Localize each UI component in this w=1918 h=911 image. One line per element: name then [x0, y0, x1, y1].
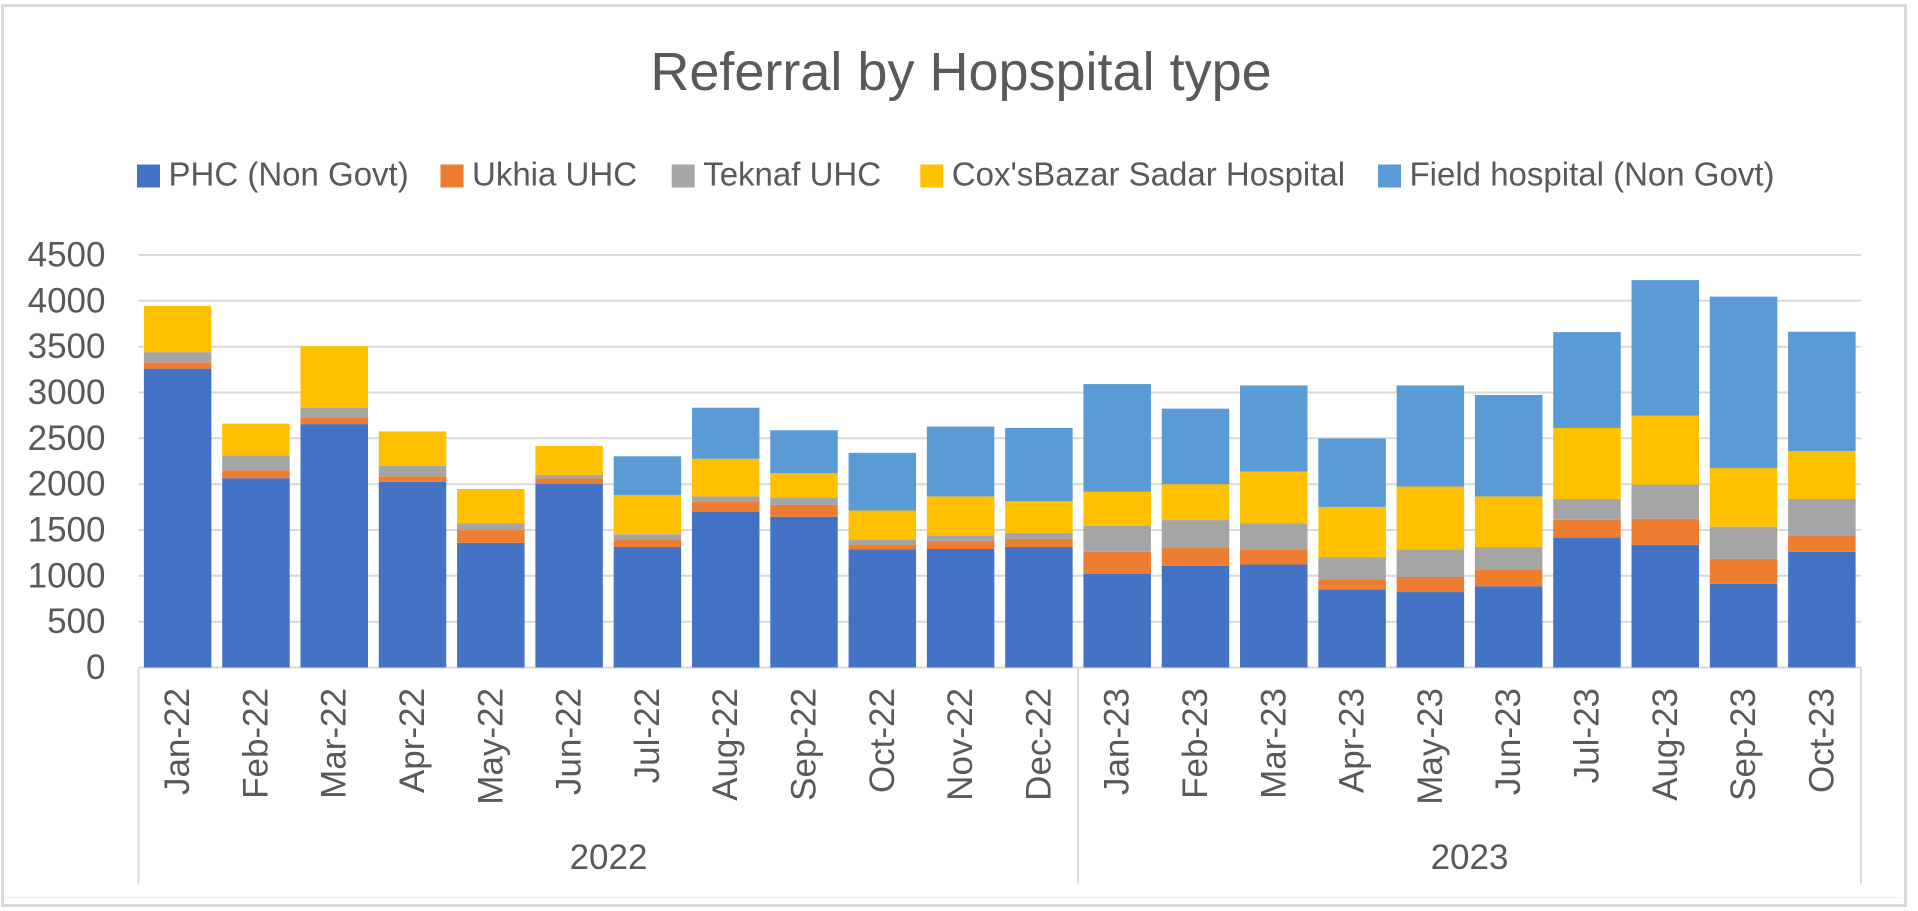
svg-text:0: 0 — [86, 648, 105, 687]
svg-text:Nov-22: Nov-22 — [941, 688, 980, 801]
svg-text:Cox'sBazar Sadar Hospital: Cox'sBazar Sadar Hospital — [952, 156, 1345, 193]
svg-text:Feb-23: Feb-23 — [1176, 688, 1215, 799]
svg-text:Jul-22: Jul-22 — [628, 688, 667, 783]
svg-text:4500: 4500 — [28, 236, 106, 275]
svg-text:1500: 1500 — [28, 511, 106, 550]
svg-text:3000: 3000 — [28, 373, 106, 412]
svg-text:2023: 2023 — [1431, 838, 1509, 877]
svg-text:2500: 2500 — [28, 419, 106, 458]
svg-text:3500: 3500 — [28, 327, 106, 366]
svg-text:4000: 4000 — [28, 281, 106, 320]
svg-text:Mar-23: Mar-23 — [1254, 688, 1293, 799]
svg-text:Sep-22: Sep-22 — [785, 688, 824, 801]
svg-text:500: 500 — [47, 602, 105, 641]
svg-text:Jun-22: Jun-22 — [550, 688, 589, 795]
svg-text:1000: 1000 — [28, 556, 106, 595]
svg-text:Field hospital (Non Govt): Field hospital (Non Govt) — [1410, 156, 1775, 193]
svg-text:Oct-22: Oct-22 — [863, 688, 902, 793]
svg-text:Apr-23: Apr-23 — [1333, 688, 1372, 793]
svg-text:May-23: May-23 — [1411, 688, 1450, 805]
svg-text:May-22: May-22 — [471, 688, 510, 805]
svg-text:Feb-22: Feb-22 — [236, 688, 275, 799]
svg-text:Teknaf UHC: Teknaf UHC — [703, 156, 881, 193]
svg-text:Aug-23: Aug-23 — [1646, 688, 1685, 801]
svg-text:2000: 2000 — [28, 465, 106, 504]
svg-text:Ukhia UHC: Ukhia UHC — [472, 156, 637, 193]
svg-text:2022: 2022 — [570, 838, 648, 877]
svg-text:Mar-22: Mar-22 — [315, 688, 354, 799]
svg-text:Jan-23: Jan-23 — [1098, 688, 1137, 795]
svg-text:PHC (Non Govt): PHC (Non Govt) — [169, 156, 409, 193]
svg-text:Aug-22: Aug-22 — [706, 688, 745, 801]
svg-text:Sep-23: Sep-23 — [1724, 688, 1763, 801]
svg-text:Jul-23: Jul-23 — [1567, 688, 1606, 783]
svg-text:Referral by Hopspital type: Referral by Hopspital type — [650, 42, 1271, 102]
svg-text:Apr-22: Apr-22 — [393, 688, 432, 793]
svg-text:Dec-22: Dec-22 — [1019, 688, 1058, 801]
svg-text:Oct-23: Oct-23 — [1802, 688, 1841, 793]
svg-text:Jan-22: Jan-22 — [158, 688, 197, 795]
svg-text:Jun-23: Jun-23 — [1489, 688, 1528, 795]
